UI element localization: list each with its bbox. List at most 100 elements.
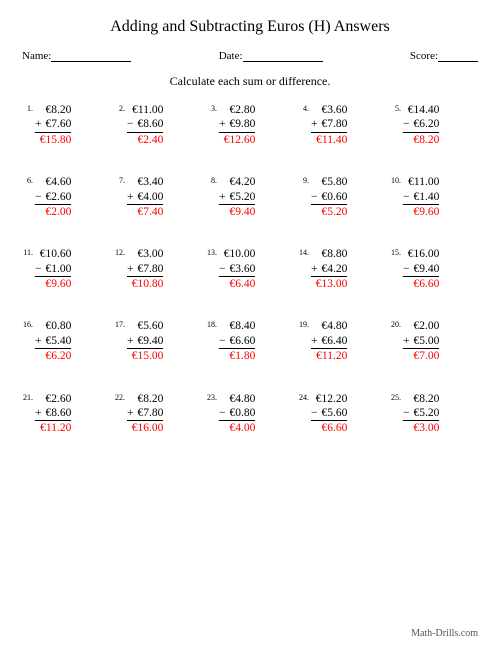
problem-number: 3. [206,103,219,113]
operator: + [127,262,138,276]
problem-body: €8.80+€4.20€13.00 [311,247,347,291]
date-label: Date: [219,50,243,62]
score-blank[interactable] [438,51,478,62]
operator: + [311,334,322,348]
operator: + [127,190,138,204]
operand-b: €1.40 [414,190,440,204]
answer: €11.20 [35,421,71,435]
operand-a: €2.00 [403,319,439,333]
operator: − [35,262,46,276]
operator: + [403,334,414,348]
score-label: Score: [410,50,438,62]
problem-body: €8.20−€5.20€3.00 [403,392,439,436]
answer: €5.20 [311,205,347,219]
operand-b-row: −€1.00 [35,262,71,277]
operand-a: €4.60 [35,175,71,189]
problem: 1.€8.20+€7.60€15.80 [22,103,110,147]
problem-body: €11.00−€8.60€2.40 [127,103,163,147]
operand-b-row: +€7.80 [311,117,347,132]
problem-number: 1. [22,103,35,113]
operand-a: €11.00 [403,175,439,189]
operator: + [219,117,230,131]
operand-b: €8.60 [138,117,164,131]
operand-a: €8.20 [127,392,163,406]
answer: €9.60 [403,205,439,219]
name-blank[interactable] [51,51,131,62]
problem-number: 8. [206,175,219,185]
operator: + [311,117,322,131]
operand-b-row: −€0.60 [311,190,347,205]
operand-b-row: +€8.60 [35,406,71,421]
problem-body: €12.20−€5.60€6.60 [311,392,347,436]
operand-a: €11.00 [127,103,163,117]
answer: €9.60 [35,277,71,291]
answer: €7.00 [403,349,439,363]
operator: − [403,406,414,420]
problem-number: 19. [298,319,311,329]
problem: 15.€16.00−€9.40€6.60 [390,247,478,291]
operand-a: €8.20 [403,392,439,406]
operator: + [219,190,230,204]
problem-number: 11. [22,247,35,257]
answer: €3.00 [403,421,439,435]
operand-b: €1.00 [46,262,72,276]
score-field: Score: [410,50,478,62]
operand-b: €7.80 [138,262,164,276]
answer: €15.00 [127,349,163,363]
name-label: Name: [22,50,51,62]
problem: 4.€3.60+€7.80€11.40 [298,103,386,147]
answer: €16.00 [127,421,163,435]
operand-b-row: −€8.60 [127,117,163,132]
operand-a: €4.80 [219,392,255,406]
operator: + [311,262,322,276]
problem-body: €11.00−€1.40€9.60 [403,175,439,219]
operand-a: €16.00 [403,247,439,261]
problem-body: €2.60+€8.60€11.20 [35,392,71,436]
problem-number: 7. [114,175,127,185]
answer: €6.60 [311,421,347,435]
operand-b: €2.60 [46,190,72,204]
operand-b-row: +€5.40 [35,334,71,349]
operator: + [35,406,46,420]
operand-b: €5.40 [46,334,72,348]
operator: − [219,262,230,276]
answer: €1.80 [219,349,255,363]
operand-b: €7.60 [46,117,72,131]
operand-b-row: +€6.40 [311,334,347,349]
problem-grid: 1.€8.20+€7.60€15.802.€11.00−€8.60€2.403.… [22,103,478,436]
problem-body: €5.80−€0.60€5.20 [311,175,347,219]
operand-b: €5.60 [322,406,348,420]
operator: − [311,406,322,420]
problem-number: 18. [206,319,219,329]
problem-body: €3.00+€7.80€10.80 [127,247,163,291]
operand-b: €8.60 [46,406,72,420]
operator: − [219,406,230,420]
operand-a: €3.40 [127,175,163,189]
operator: + [35,334,46,348]
problem-body: €14.40−€6.20€8.20 [403,103,439,147]
problem-number: 20. [390,319,403,329]
problem-body: €8.40−€6.60€1.80 [219,319,255,363]
problem: 21.€2.60+€8.60€11.20 [22,392,110,436]
operand-b: €4.20 [322,262,348,276]
problem-number: 6. [22,175,35,185]
problem-body: €2.80+€9.80€12.60 [219,103,255,147]
answer: €11.40 [311,133,347,147]
problem-number: 10. [390,175,403,185]
operator: − [35,190,46,204]
operand-b: €6.40 [322,334,348,348]
problem: 18.€8.40−€6.60€1.80 [206,319,294,363]
problem: 19.€4.80+€6.40€11.20 [298,319,386,363]
instruction-text: Calculate each sum or difference. [22,74,478,89]
operand-b: €9.40 [414,262,440,276]
problem-number: 5. [390,103,403,113]
answer: €6.20 [35,349,71,363]
problem: 23.€4.80−€0.80€4.00 [206,392,294,436]
operand-b: €7.80 [322,117,348,131]
answer: €9.40 [219,205,255,219]
operand-b-row: +€5.00 [403,334,439,349]
problem-number: 9. [298,175,311,185]
problem: 3.€2.80+€9.80€12.60 [206,103,294,147]
operand-b: €6.20 [414,117,440,131]
date-blank[interactable] [243,51,323,62]
